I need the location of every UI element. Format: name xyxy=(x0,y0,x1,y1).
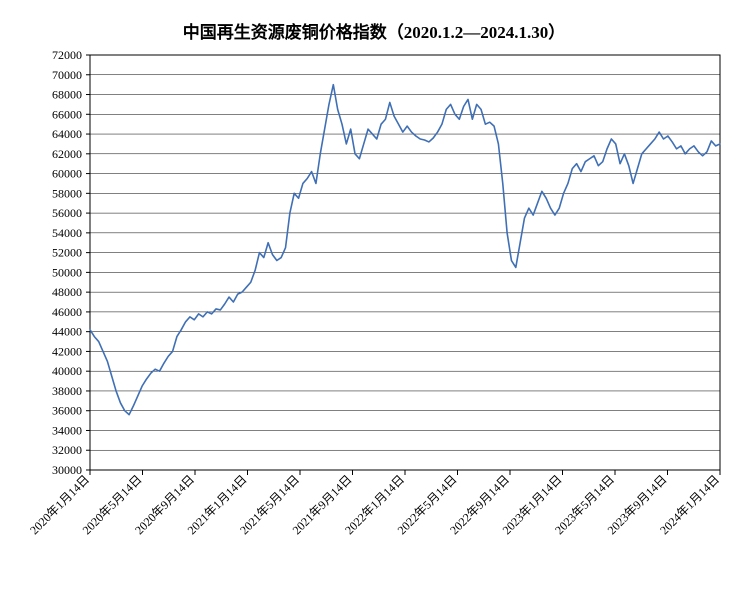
y-tick-label: 50000 xyxy=(52,265,82,279)
y-tick-label: 64000 xyxy=(52,127,82,141)
y-tick-label: 36000 xyxy=(52,404,82,418)
y-tick-label: 72000 xyxy=(52,48,82,62)
y-tick-label: 42000 xyxy=(52,344,82,358)
chart-svg: 30000 32000 34000 36000 38000 40000 42000 44000… xyxy=(0,0,748,609)
y-tick-label: 46000 xyxy=(52,305,82,319)
y-tick-label: 70000 xyxy=(52,68,82,82)
y-tick-label: 30000 xyxy=(52,463,82,477)
y-tick-label: 62000 xyxy=(52,147,82,161)
y-tick-label: 54000 xyxy=(52,226,82,240)
y-tick-label: 52000 xyxy=(52,246,82,260)
y-tick-label: 68000 xyxy=(52,88,82,102)
y-tick-label: 56000 xyxy=(52,206,82,220)
y-tick-label: 60000 xyxy=(52,167,82,181)
y-tick-label: 38000 xyxy=(52,384,82,398)
y-tick-label: 66000 xyxy=(52,107,82,121)
y-tick-label: 58000 xyxy=(52,186,82,200)
y-tick-label: 32000 xyxy=(52,443,82,457)
y-tick-label: 34000 xyxy=(52,423,82,437)
y-tick-label: 44000 xyxy=(52,325,82,339)
y-tick-label: 48000 xyxy=(52,285,82,299)
chart-container: 中国再生资源废铜价格指数（2020.1.2—2024.1.30） 3000032… xyxy=(0,0,748,609)
y-tick-label: 40000 xyxy=(52,364,82,378)
